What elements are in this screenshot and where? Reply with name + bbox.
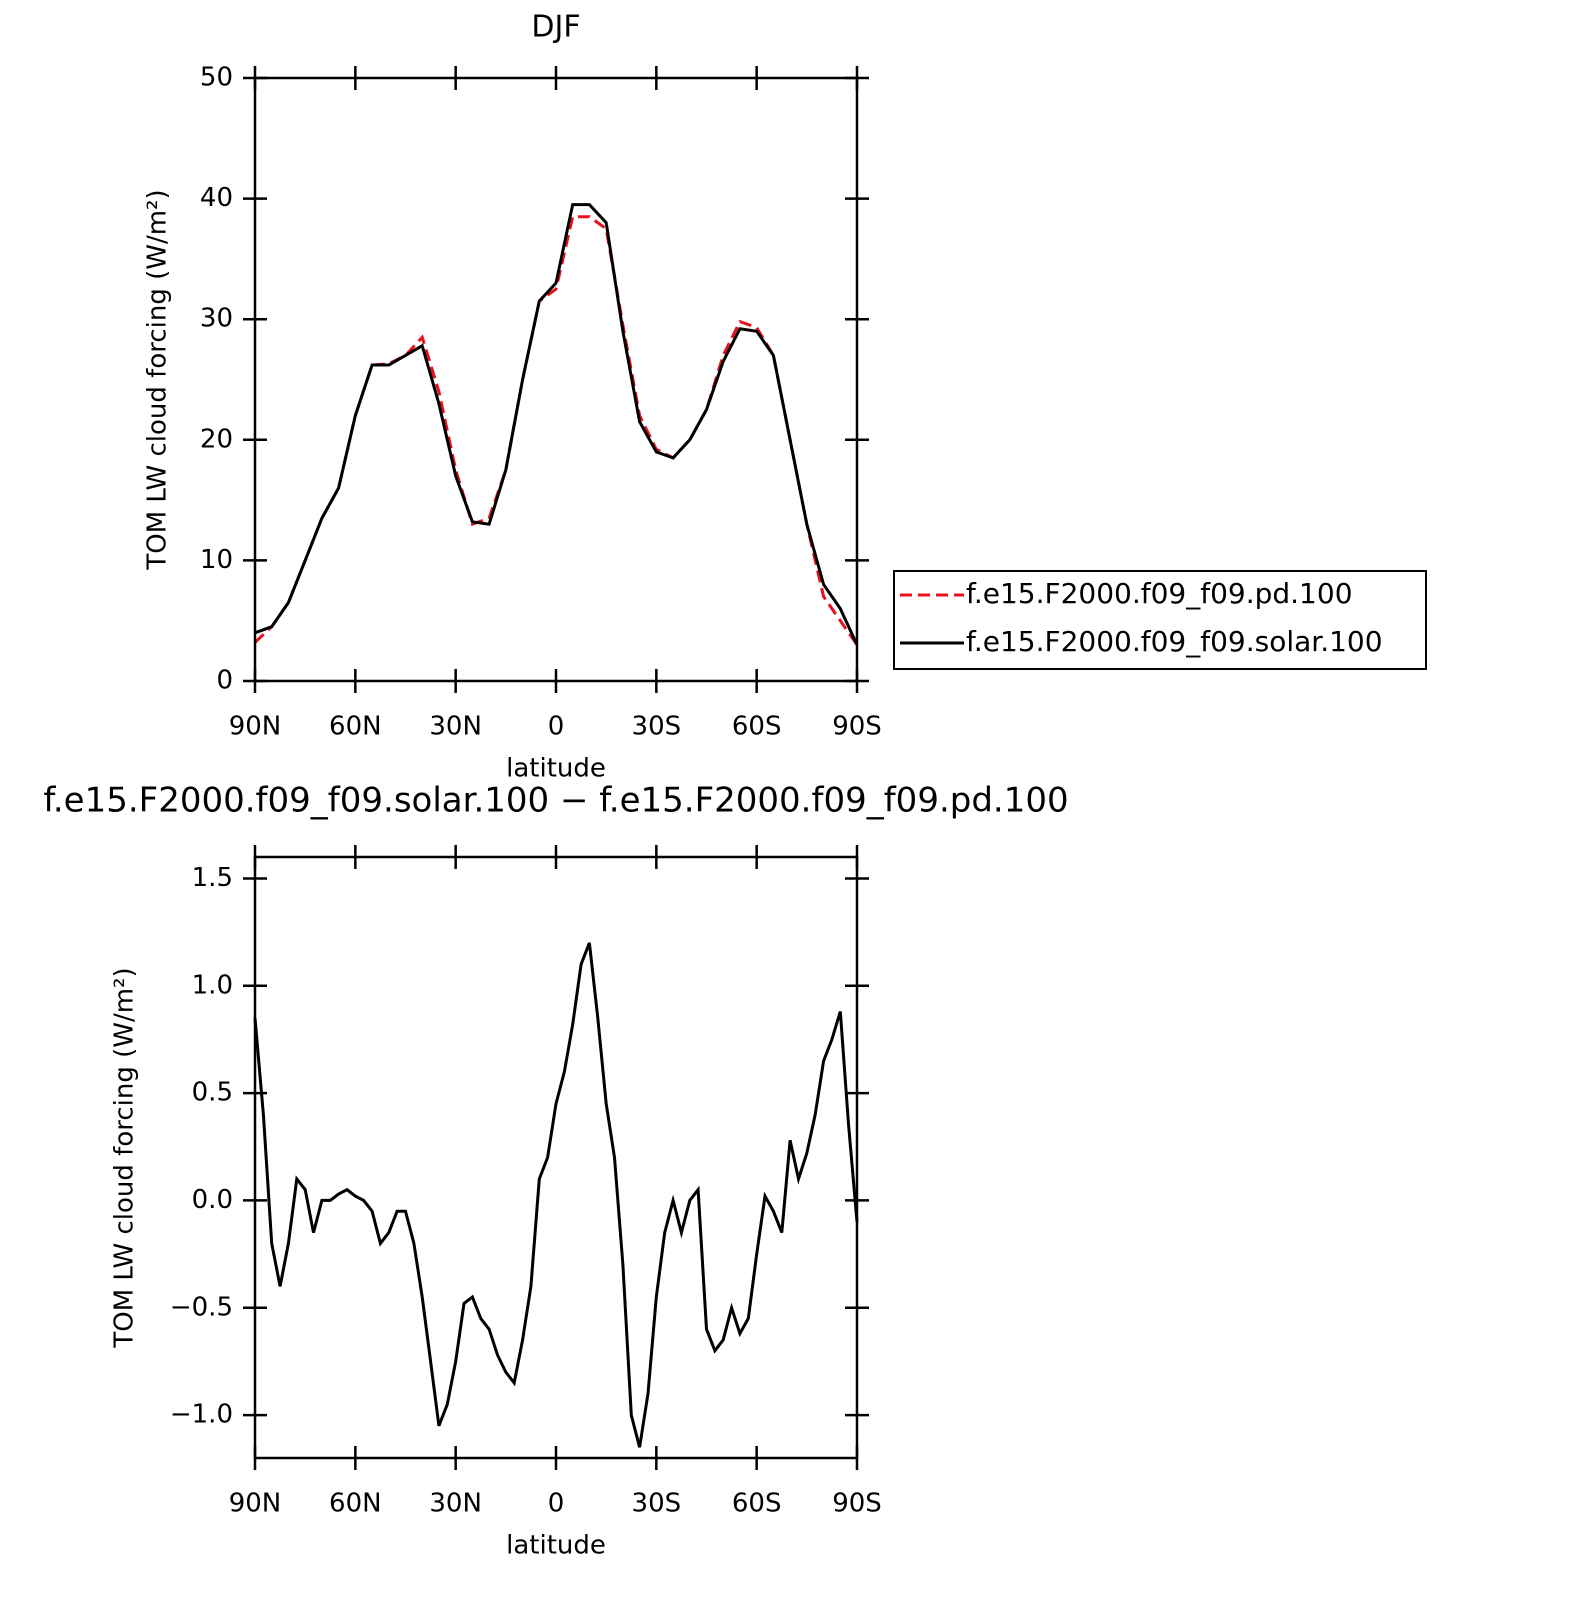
x-tick-label: 30N (429, 712, 482, 742)
chart-title: DJF (531, 10, 580, 45)
y-axis-title: TOM LW cloud forcing (W/m²) (143, 189, 173, 570)
legend-label: f.e15.F2000.f09_f09.pd.100 (966, 577, 1353, 610)
plot-frame (253, 855, 859, 1460)
x-axis-title: latitude (506, 1531, 606, 1561)
data-line (253, 942, 859, 1448)
y-tick-label: 40 (200, 183, 233, 213)
data-line (254, 203, 859, 646)
y-tick-label: −0.5 (170, 1292, 233, 1322)
x-tick-label: 60N (329, 712, 382, 742)
y-axis-title: TOM LW cloud forcing (W/m²) (110, 967, 140, 1348)
plot-frame (253, 76, 859, 683)
y-tick-label: 20 (200, 424, 233, 454)
x-tick-label: 60N (329, 1489, 382, 1519)
y-tick-label: 0 (216, 666, 233, 696)
y-tick-label: 30 (200, 304, 233, 334)
y-tick-label: 0.5 (192, 1078, 233, 1108)
legend-label: f.e15.F2000.f09_f09.solar.100 (966, 625, 1383, 658)
x-tick-label: 90S (832, 712, 882, 742)
x-tick-label: 0 (548, 1489, 565, 1519)
x-tick-label: 90N (229, 1489, 282, 1519)
x-tick-label: 60S (732, 712, 782, 742)
data-line (253, 215, 859, 646)
chart-title: f.e15.F2000.f09_f09.solar.100 − f.e15.F2… (43, 781, 1068, 821)
x-tick-label: 30S (632, 1489, 682, 1519)
legend-box (893, 570, 1427, 670)
y-tick-label: −1.0 (170, 1400, 233, 1430)
y-tick-label: 50 (200, 63, 233, 93)
x-tick-label: 60S (732, 1489, 782, 1519)
x-tick-label: 90N (229, 712, 282, 742)
x-tick-label: 90S (832, 1489, 882, 1519)
x-tick-label: 30N (429, 1489, 482, 1519)
x-tick-label: 0 (548, 712, 565, 742)
x-axis-title: latitude (506, 754, 606, 784)
y-tick-label: 1.0 (192, 970, 233, 1000)
y-tick-label: 0.0 (192, 1185, 233, 1215)
y-tick-label: 10 (200, 545, 233, 575)
x-tick-label: 30S (632, 712, 682, 742)
y-tick-label: 1.5 (192, 863, 233, 893)
